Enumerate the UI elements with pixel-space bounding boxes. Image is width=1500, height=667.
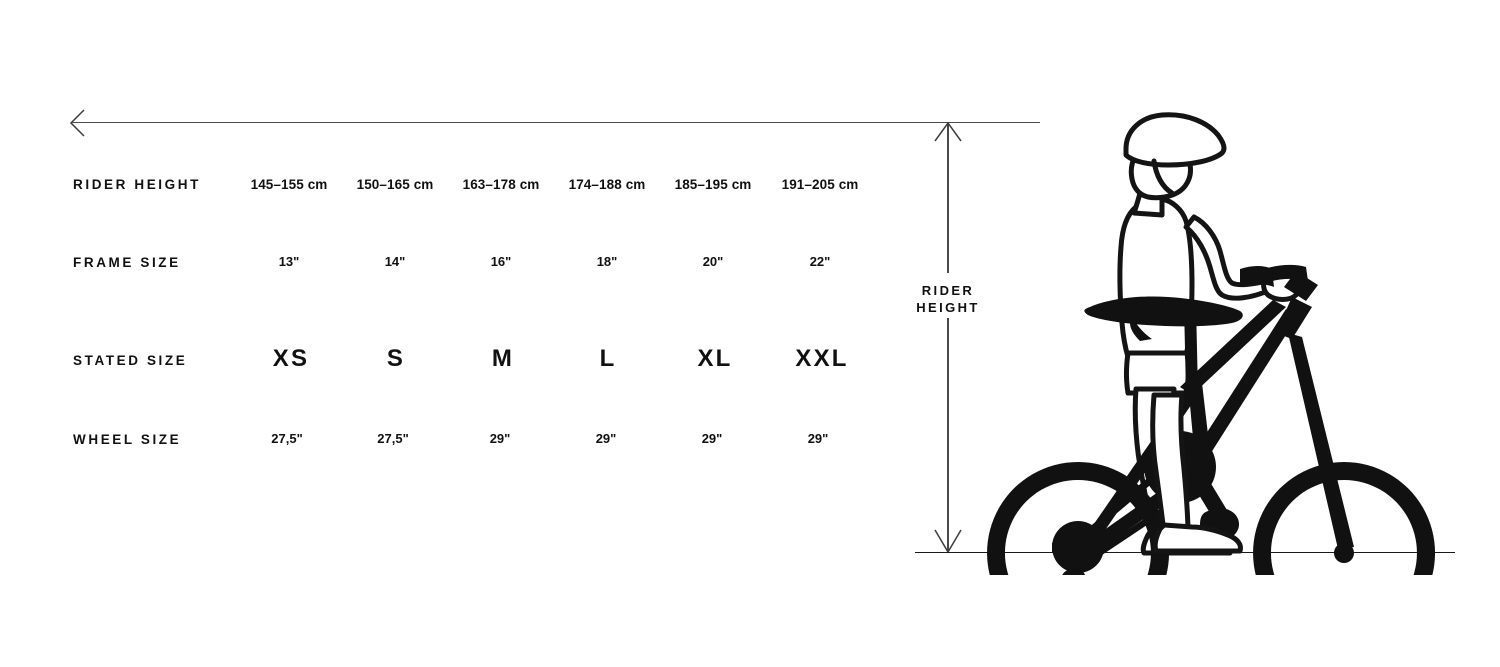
- front-hub: [1334, 543, 1354, 563]
- cell-frame-size-6: 22": [809, 254, 831, 269]
- stem: [1284, 271, 1318, 301]
- cell-stated-size-3: M: [491, 345, 515, 372]
- cell-stated-size-2: S: [386, 345, 406, 372]
- cell-stated-size-6: XXL: [795, 345, 849, 372]
- cell-stated-size-4: L: [599, 345, 617, 372]
- cell-rider-height-4: 174–188 cm: [568, 177, 646, 192]
- cassette-teeth: [1052, 543, 1104, 553]
- cell-rider-height-6: 191–205 cm: [781, 177, 859, 192]
- rider-torso: [1117, 196, 1195, 360]
- seat-post: [1184, 305, 1198, 393]
- cell-frame-size-1: 13": [278, 254, 300, 269]
- saddle: [1084, 296, 1243, 327]
- rider-height-dimension-label: RIDER HEIGHT: [910, 280, 986, 318]
- cell-stated-size-5: XL: [697, 345, 733, 372]
- grip: [1240, 266, 1274, 287]
- rider-leg-rear: [1150, 392, 1243, 554]
- dimension-label-line-1: RIDER: [921, 283, 975, 298]
- cell-wheel-size-4: 29": [595, 431, 617, 446]
- saddle-rail: [1130, 323, 1152, 341]
- cell-stated-size-1: XS: [272, 345, 310, 372]
- fork: [1288, 333, 1354, 549]
- vertical-dimension-line-bottom: [947, 317, 949, 553]
- cell-wheel-size-1: 27,5": [271, 431, 303, 446]
- helmet-strap: [1151, 158, 1175, 196]
- cell-wheel-size-6: 29": [807, 431, 829, 446]
- cell-frame-size-3: 16": [490, 254, 512, 269]
- row-label-rider-height: RIDER HEIGHT: [73, 177, 201, 192]
- dimension-label-line-2: HEIGHT: [916, 300, 980, 315]
- row-label-stated-size: STATED SIZE: [73, 353, 188, 368]
- cell-wheel-size-3: 29": [489, 431, 511, 446]
- cell-rider-height-1: 145–155 cm: [250, 177, 328, 192]
- cell-rider-height-3: 163–178 cm: [462, 177, 540, 192]
- cell-frame-size-2: 14": [384, 254, 406, 269]
- rider-shoe-rear: [1152, 522, 1243, 554]
- cell-rider-height-5: 185–195 cm: [674, 177, 752, 192]
- down-tube: [1190, 309, 1296, 467]
- helmet: [1123, 112, 1227, 168]
- front-wheel: [1253, 462, 1436, 575]
- top-tube: [1180, 300, 1286, 395]
- arrow-up-icon: [934, 121, 962, 142]
- horizontal-dimension-line: [72, 122, 1040, 123]
- rear-derailleur: [1062, 568, 1086, 575]
- cell-frame-size-5: 20": [702, 254, 724, 269]
- row-label-wheel-size: WHEEL SIZE: [73, 432, 182, 447]
- vertical-dimension-line-top: [947, 123, 949, 273]
- cell-frame-size-4: 18": [596, 254, 618, 269]
- cyclist-illustration: [940, 95, 1480, 575]
- row-label-frame-size: FRAME SIZE: [73, 255, 181, 270]
- cell-wheel-size-5: 29": [701, 431, 723, 446]
- cyclist-bike-drawing: [987, 112, 1436, 575]
- cell-rider-height-2: 150–165 cm: [356, 177, 434, 192]
- cell-wheel-size-2: 27,5": [377, 431, 409, 446]
- head-tube: [1276, 297, 1312, 339]
- arrow-left-icon: [69, 109, 85, 137]
- size-table: RIDER HEIGHT FRAME SIZE STATED SIZE WHEE…: [73, 177, 859, 447]
